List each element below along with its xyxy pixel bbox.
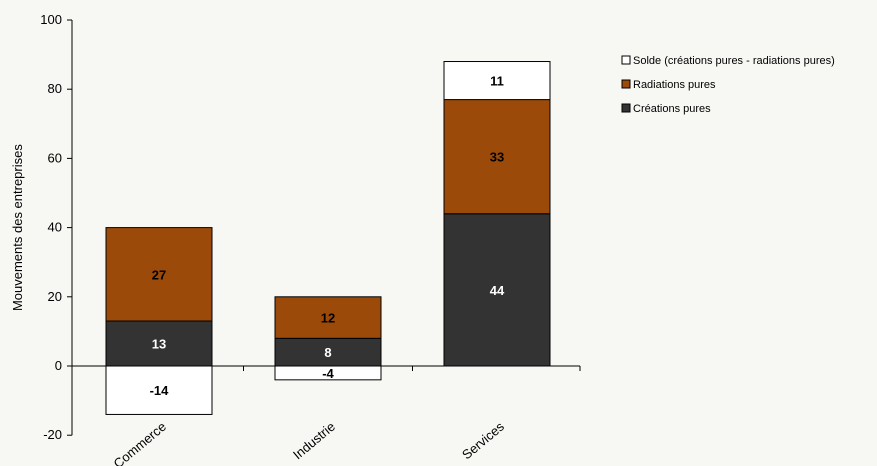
bar-commerce-solde-creations — [105, 365, 213, 415]
category-label-commerce: Commerce — [111, 419, 169, 466]
bar-services-solde-creations — [443, 61, 551, 101]
y-tick-label: 80 — [48, 81, 62, 96]
y-tick-label: 20 — [48, 289, 62, 304]
legend-swatch — [621, 103, 631, 113]
bar-industrie-radiations-pures — [274, 296, 382, 339]
legend-label: Radiations pures — [633, 79, 716, 91]
data-label-commerce: -14 — [150, 383, 170, 398]
y-tick-label: 0 — [55, 358, 62, 373]
y-tick-label: 100 — [40, 12, 62, 27]
category-label-industrie: Industrie — [290, 419, 338, 463]
data-label-industrie: -4 — [322, 366, 334, 381]
bar-services-radiations-pures — [443, 99, 551, 215]
legend-swatch — [621, 55, 631, 65]
y-axis-title: Mouvements des entreprises — [10, 144, 25, 311]
bar-commerce-radiations-pures — [105, 227, 213, 322]
bar-commerce-creations-pures — [105, 320, 213, 367]
data-label-services: 33 — [490, 150, 504, 165]
data-label-services: 44 — [490, 283, 505, 298]
bar-services-creations-pures — [443, 213, 551, 367]
bar-industrie-solde-creations — [274, 365, 382, 381]
data-label-commerce: 27 — [152, 267, 166, 282]
y-tick-label: 60 — [48, 150, 62, 165]
data-label-industrie: 8 — [324, 345, 331, 360]
y-tick-label: 40 — [48, 220, 62, 235]
data-label-industrie: 12 — [321, 311, 335, 326]
legend-swatch — [621, 79, 631, 89]
data-label-services: 11 — [490, 74, 504, 89]
y-tick-label: -20 — [43, 427, 62, 442]
category-label-services: Services — [459, 418, 507, 462]
data-label-commerce: 13 — [152, 337, 166, 352]
legend-label: Créations pures — [633, 103, 711, 115]
legend-label: Solde (créations pures - radiations pure… — [633, 55, 835, 67]
